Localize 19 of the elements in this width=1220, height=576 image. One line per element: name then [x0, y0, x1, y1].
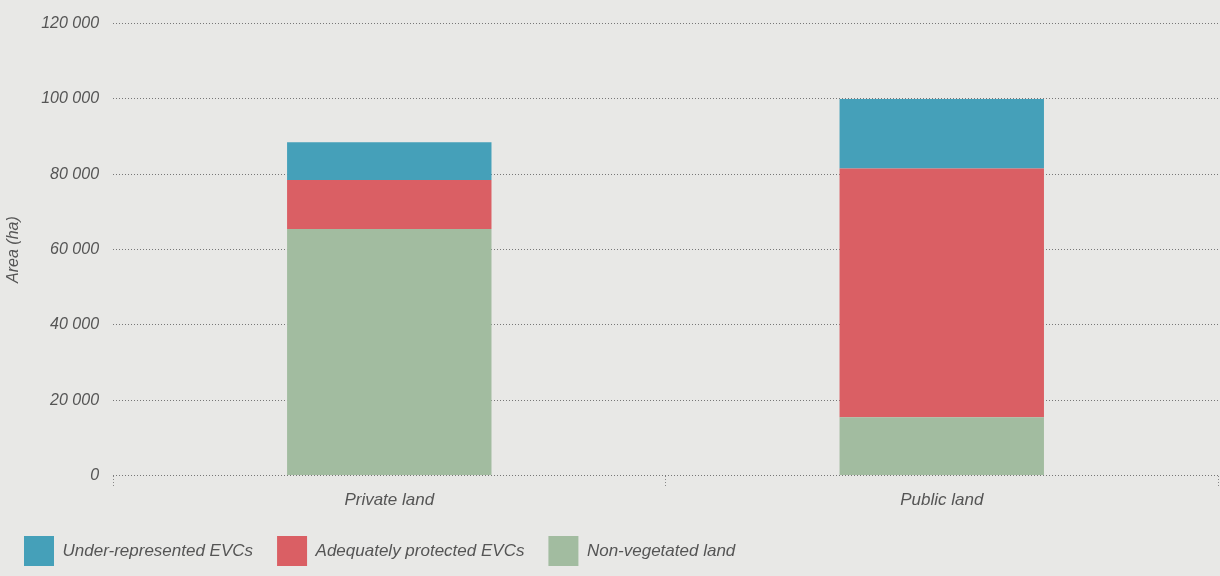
y-tick-label: 0	[90, 466, 100, 484]
y-tick-label: 120 000	[41, 14, 100, 32]
y-tick-label: 100 000	[41, 89, 100, 107]
bar	[287, 179, 492, 229]
bar	[287, 142, 492, 180]
y-axis-title: Area (ha)	[4, 216, 22, 284]
y-tick-label: 60 000	[50, 240, 100, 258]
y-tick-label: 20 000	[49, 390, 100, 408]
x-tick-label: Public land	[900, 489, 984, 509]
bar	[287, 228, 492, 476]
legend-label: Non-vegetated land	[586, 540, 736, 560]
legend-label: Under-represented EVCs	[62, 540, 254, 560]
bar	[839, 168, 1044, 418]
y-tick-label: 40 000	[50, 315, 100, 333]
legend-label: Adequately protected EVCs	[314, 540, 525, 560]
bar	[839, 417, 1044, 476]
x-tick-label: Private land	[344, 489, 435, 509]
y-tick-label: 80 000	[50, 164, 100, 182]
bar	[839, 98, 1044, 169]
